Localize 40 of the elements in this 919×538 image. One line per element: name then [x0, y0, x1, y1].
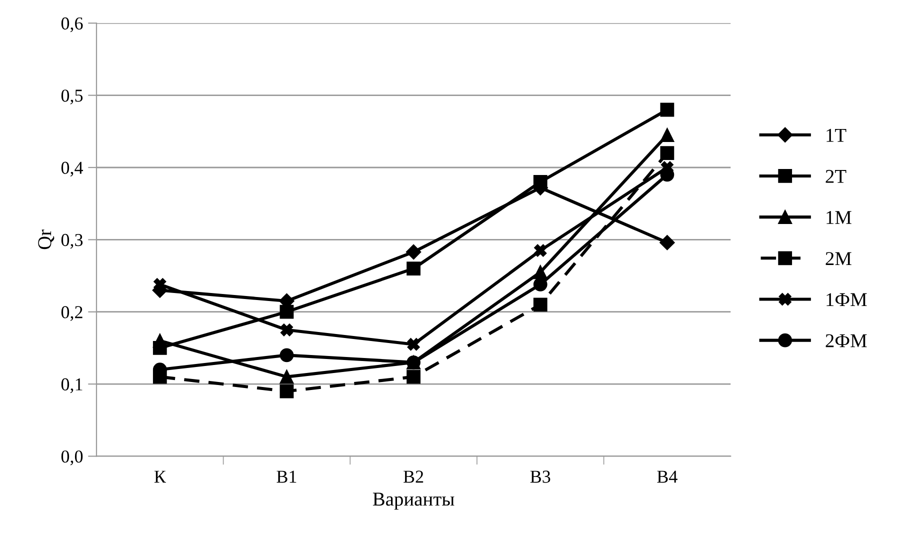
x-axis-title: Варианты	[372, 492, 454, 510]
point	[280, 324, 293, 336]
legend-label: 2Т	[826, 170, 846, 183]
point	[406, 262, 420, 276]
point	[406, 370, 420, 384]
y-tick-label: 0,4	[61, 162, 84, 177]
y-tick-label: 0,1	[61, 378, 82, 394]
point	[660, 146, 674, 160]
x-tick-label: В1	[276, 470, 296, 483]
point	[152, 334, 167, 348]
legend-label: 2ФМ	[826, 334, 867, 348]
y-tick-label: 0,3	[61, 234, 83, 249]
y-axis-title: Qr	[38, 230, 54, 250]
y-tick-label: 0,2	[61, 306, 82, 321]
point	[660, 102, 674, 117]
x-tick-label: В2	[404, 470, 424, 483]
legend-label: 1Т	[826, 128, 846, 142]
legend-label: 1М	[826, 211, 852, 224]
point	[533, 265, 548, 280]
point	[406, 244, 422, 260]
point	[280, 384, 294, 398]
point	[533, 277, 548, 292]
x-tick-label: В3	[530, 470, 550, 483]
point	[280, 348, 294, 362]
y-tick-label: 0,0	[61, 450, 83, 466]
y-tick-label: 0,6	[61, 17, 83, 32]
y-tick-label: 0,5	[61, 90, 83, 104]
legend-label: 1ФМ	[826, 293, 867, 306]
x-tick-label: В4	[657, 470, 678, 483]
point	[406, 355, 420, 370]
point	[660, 128, 674, 142]
point	[533, 174, 548, 189]
point	[407, 338, 420, 351]
point	[660, 234, 675, 250]
point	[534, 244, 547, 257]
point	[533, 298, 548, 312]
point	[280, 304, 294, 319]
x-tick-label: К	[154, 470, 166, 483]
legend-label: 2М	[826, 252, 852, 265]
point	[280, 370, 294, 384]
